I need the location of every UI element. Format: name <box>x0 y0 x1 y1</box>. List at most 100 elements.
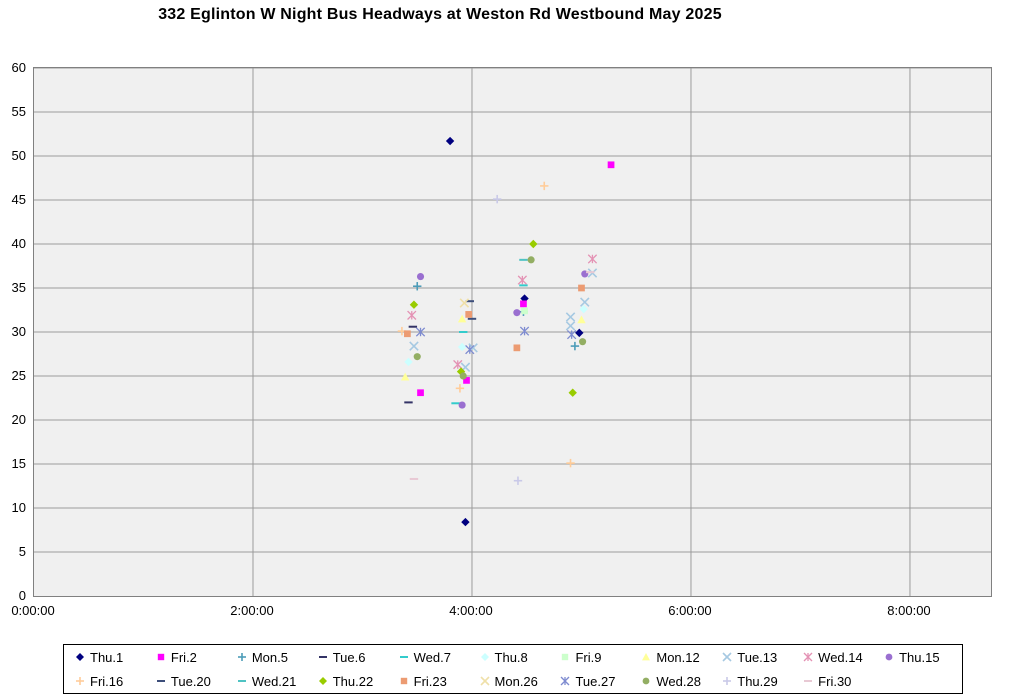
plot-area <box>33 67 992 597</box>
marker-fri-2 <box>417 389 424 397</box>
x-tick-label: 2:00:00 <box>230 603 274 618</box>
dash-marker-icon <box>399 656 408 658</box>
marker-tue-27 <box>566 329 577 340</box>
dash-marker-icon <box>804 680 813 682</box>
dash-marker-icon <box>156 680 165 682</box>
marker-mon-12 <box>577 315 586 324</box>
marker-thu-15 <box>885 653 893 661</box>
legend-item-tue-27: Tue.27 <box>553 674 634 689</box>
marker-tue-13 <box>409 341 419 351</box>
x-marker-icon <box>722 652 732 662</box>
marker-thu-29 <box>492 194 502 204</box>
circle-marker-icon <box>642 677 650 685</box>
legend-label: Mon.5 <box>251 649 288 665</box>
marker-thu-1 <box>461 517 470 527</box>
y-tick-label: 40 <box>11 236 26 251</box>
marker-thu-22 <box>568 388 577 397</box>
y-tick-label: 5 <box>18 544 26 559</box>
marker-thu-8 <box>457 342 467 352</box>
marker-tue-13 <box>565 321 576 331</box>
legend-item-wed-7: Wed.7 <box>392 650 473 665</box>
legend-item-wed-28: Wed.28 <box>634 674 715 689</box>
marker-wed-14 <box>453 359 463 370</box>
marker-fri-23 <box>465 311 473 318</box>
diamond-marker-icon <box>318 677 327 685</box>
marker-thu-15 <box>513 309 521 317</box>
x-tick-label: 0:00:00 <box>11 603 55 618</box>
marker-fri-16 <box>566 458 575 468</box>
y-tick-label: 20 <box>11 412 26 427</box>
legend-label: Tue.6 <box>332 649 366 665</box>
legend-label: Wed.7 <box>413 649 451 665</box>
dash-marker-icon <box>237 680 246 682</box>
legend-item-tue-6: Tue.6 <box>311 650 392 665</box>
marker-mon-5 <box>237 653 246 661</box>
marker-fri-23 <box>404 330 411 338</box>
marker-thu-1 <box>575 328 584 338</box>
x-tick-label: 8:00:00 <box>887 603 931 618</box>
marker-fri-23 <box>513 344 521 352</box>
x-marker-icon <box>479 676 490 686</box>
legend-label: Thu.15 <box>899 649 940 665</box>
marker-wed-28 <box>579 338 587 346</box>
legend-label: Thu.1 <box>90 649 124 665</box>
legend-label: Fri.30 <box>818 673 852 689</box>
legend-item-mon-12: Mon.12 <box>634 650 715 665</box>
legend-item-wed-21: Wed.21 <box>230 674 311 689</box>
marker-thu-8 <box>404 357 413 367</box>
legend-label: Tue.27 <box>575 673 616 689</box>
legend-label: Mon.26 <box>494 673 538 689</box>
circle-marker-icon <box>885 653 893 661</box>
dash-marker-icon <box>318 656 327 658</box>
marker-mon-5 <box>413 282 422 291</box>
y-tick-label: 15 <box>11 456 26 471</box>
x-tick-label: 4:00:00 <box>449 603 493 618</box>
legend-item-wed-14: Wed.14 <box>796 650 877 665</box>
marker-thu-15 <box>458 401 466 409</box>
marker-fri-2 <box>607 161 615 169</box>
marker-thu-15 <box>416 272 425 281</box>
legend-item-thu-22: Thu.22 <box>311 674 392 689</box>
legend-item-fri-23: Fri.23 <box>392 674 473 689</box>
marker-thu-1 <box>520 294 529 303</box>
marker-fri-9 <box>521 307 528 315</box>
legend-item-thu-8: Thu.8 <box>473 650 554 665</box>
marker-mon-12 <box>400 372 410 381</box>
chart-title: 332 Eglinton W Night Bus Headways at Wes… <box>158 6 722 23</box>
scatter-plot <box>34 68 991 596</box>
legend-label: Fri.2 <box>170 649 197 665</box>
legend-item-fri-30: Fri.30 <box>796 674 877 689</box>
marker-wed-28 <box>413 353 421 361</box>
marker-wed-28 <box>642 677 650 685</box>
marker-tue-13 <box>565 312 576 322</box>
legend-item-tue-13: Tue.13 <box>715 650 796 665</box>
y-tick-label: 55 <box>11 104 26 119</box>
marker-fri-23 <box>578 284 585 292</box>
marker-wed-14 <box>587 254 598 264</box>
legend-item-thu-1: Thu.1 <box>68 650 149 665</box>
legend-label: Fri.23 <box>413 673 447 689</box>
legend-item-tue-20: Tue.20 <box>149 674 230 689</box>
marker-mon-26 <box>479 676 490 686</box>
legend-label: Tue.20 <box>170 673 211 689</box>
legend-item-fri-16: Fri.16 <box>68 674 149 689</box>
star-marker-icon <box>803 652 813 662</box>
marker-fri-16 <box>455 384 465 393</box>
marker-mon-12 <box>642 653 651 661</box>
legend-label: Wed.21 <box>251 673 297 689</box>
plus-marker-icon <box>723 677 732 685</box>
plus-marker-icon <box>237 653 246 661</box>
diamond-marker-icon <box>480 653 489 661</box>
legend-item-mon-5: Mon.5 <box>230 650 311 665</box>
marker-thu-22 <box>409 300 419 309</box>
square-marker-icon <box>157 653 165 661</box>
marker-thu-8 <box>480 653 489 661</box>
marker-fri-2 <box>157 653 165 661</box>
marker-fri-23 <box>400 677 407 685</box>
legend-label: Wed.14 <box>818 649 863 665</box>
plus-marker-icon <box>76 677 84 685</box>
legend-label: Wed.28 <box>656 673 701 689</box>
marker-thu-29 <box>513 476 523 485</box>
legend-label: Mon.12 <box>656 649 700 665</box>
marker-tue-27 <box>465 344 475 355</box>
